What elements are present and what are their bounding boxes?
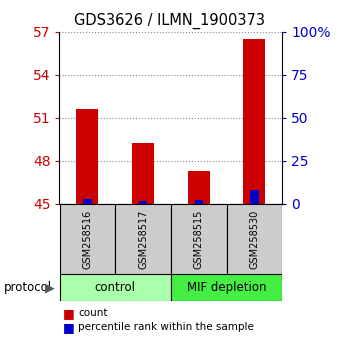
Text: protocol: protocol — [3, 281, 52, 294]
Text: percentile rank within the sample: percentile rank within the sample — [78, 322, 254, 332]
Text: GDS3626 / ILMN_1900373: GDS3626 / ILMN_1900373 — [74, 12, 266, 29]
Text: control: control — [95, 281, 136, 294]
Bar — [115, 204, 171, 274]
Bar — [59, 204, 115, 274]
Text: ■: ■ — [63, 307, 75, 320]
Text: ▶: ▶ — [45, 281, 54, 294]
Bar — [171, 274, 282, 301]
Bar — [188, 171, 210, 204]
Text: MIF depletion: MIF depletion — [187, 281, 266, 294]
Bar — [59, 274, 171, 301]
Bar — [243, 39, 266, 204]
Text: count: count — [78, 308, 108, 318]
Bar — [226, 204, 282, 274]
Bar — [250, 190, 258, 204]
Text: GSM258516: GSM258516 — [82, 209, 92, 269]
Text: GSM258530: GSM258530 — [249, 209, 259, 269]
Bar — [139, 201, 147, 204]
Bar — [76, 109, 99, 204]
Bar — [83, 199, 91, 204]
Text: GSM258515: GSM258515 — [194, 209, 204, 269]
Bar — [194, 200, 203, 204]
Text: GSM258517: GSM258517 — [138, 209, 148, 269]
Text: ■: ■ — [63, 321, 75, 334]
Bar — [171, 204, 226, 274]
Bar — [132, 143, 154, 204]
